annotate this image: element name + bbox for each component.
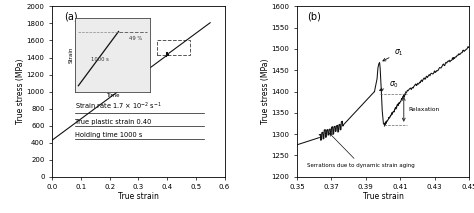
Text: Holding time 1000 s: Holding time 1000 s	[74, 132, 142, 138]
X-axis label: True strain: True strain	[118, 192, 159, 201]
Text: True plastic strain 0.40: True plastic strain 0.40	[74, 119, 151, 125]
X-axis label: True strain: True strain	[363, 192, 403, 201]
Text: Strain rate 1.7 × 10$^{-2}$ s$^{-1}$: Strain rate 1.7 × 10$^{-2}$ s$^{-1}$	[74, 101, 161, 112]
Text: (b): (b)	[307, 12, 321, 22]
Text: (a): (a)	[64, 12, 78, 22]
Text: $\sigma_1$: $\sigma_1$	[383, 47, 404, 61]
Text: Serrations due to dynamic strain aging: Serrations due to dynamic strain aging	[307, 133, 415, 168]
Text: Relaxation: Relaxation	[408, 107, 439, 112]
Text: Strain rate 1.7 × 10$^{-2}$ s$^{-1}$: Strain rate 1.7 × 10$^{-2}$ s$^{-1}$	[74, 101, 161, 112]
Text: $\sigma_0$: $\sigma_0$	[380, 80, 399, 91]
Bar	[157, 40, 190, 55]
Y-axis label: True stress (MPa): True stress (MPa)	[16, 59, 25, 124]
Text: True plastic strain 0.40: True plastic strain 0.40	[74, 119, 151, 125]
Text: Holding time 1000 s: Holding time 1000 s	[74, 132, 142, 138]
Y-axis label: True stress (MPa): True stress (MPa)	[261, 59, 270, 124]
